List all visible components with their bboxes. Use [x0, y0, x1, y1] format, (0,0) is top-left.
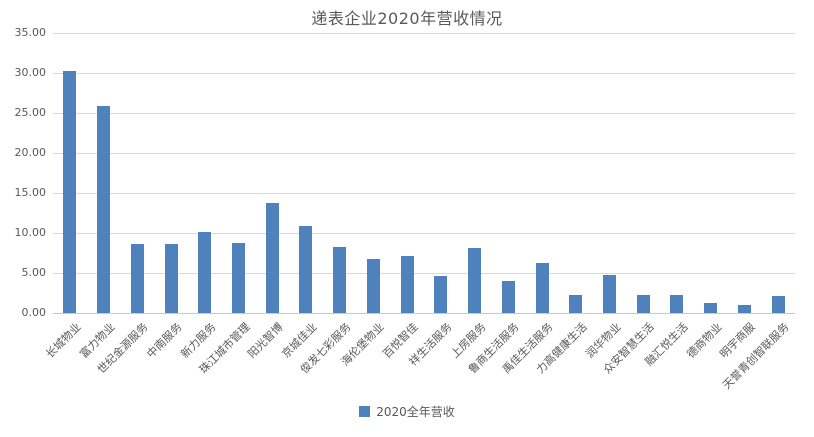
x-axis-category-label: 中南服务 [144, 320, 185, 361]
bar [400, 256, 414, 313]
bar [569, 295, 583, 313]
y-axis-tick-label: 25.00 [14, 106, 47, 119]
y-axis-tick-label: 35.00 [14, 26, 47, 39]
bar [232, 243, 245, 313]
legend-swatch-icon [359, 406, 371, 417]
x-axis-line [53, 313, 795, 314]
plot-area [53, 33, 795, 314]
x-axis-category-label: 阳光智博 [245, 320, 286, 361]
bar [535, 263, 549, 313]
gridline [53, 73, 795, 74]
bar [737, 305, 751, 313]
bar [130, 244, 144, 313]
bar [468, 248, 482, 313]
gridline [53, 153, 795, 154]
y-axis-tick-label: 10.00 [14, 226, 47, 239]
bar [771, 296, 785, 313]
bar [265, 203, 279, 313]
bar [603, 275, 616, 313]
gridline [53, 193, 795, 194]
legend-label: 2020全年营收 [376, 405, 455, 419]
y-axis-tick-label: 0.00 [21, 306, 47, 319]
y-axis-tick-label: 15.00 [14, 186, 47, 199]
bar [704, 303, 718, 313]
bar [63, 71, 77, 313]
bar [434, 276, 448, 313]
bar [164, 244, 178, 313]
y-axis-tick-label: 30.00 [14, 66, 47, 79]
gridline [53, 233, 795, 234]
gridline [53, 273, 795, 274]
y-axis-tick-label: 5.00 [21, 266, 47, 279]
gridline [53, 33, 795, 34]
bar [299, 226, 313, 313]
bar [97, 106, 111, 313]
gridline [53, 113, 795, 114]
chart-title: 递表企业2020年营收情况 [311, 9, 503, 28]
bar [636, 295, 650, 313]
bar [198, 232, 212, 313]
bar [366, 259, 380, 313]
bar [501, 281, 515, 313]
x-axis-category-label: 德商物业 [683, 320, 725, 361]
legend: 2020全年营收 [0, 403, 814, 420]
bar [333, 247, 347, 313]
bar [670, 295, 684, 313]
y-axis-tick-label: 20.00 [14, 146, 47, 159]
x-axis-category-label: 长城物业 [43, 320, 84, 361]
